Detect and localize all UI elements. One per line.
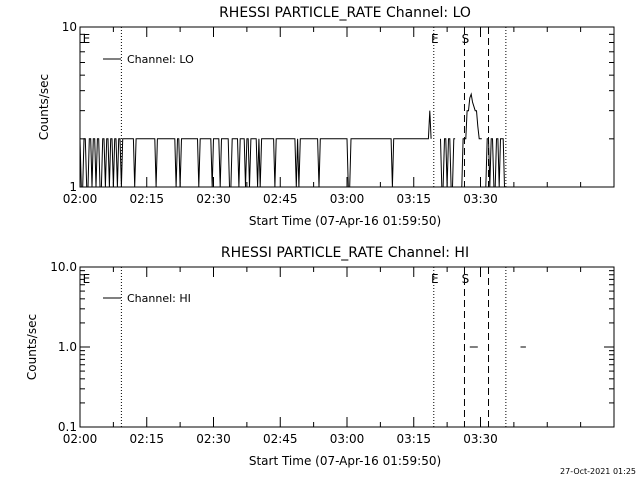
axis-ticks: 02:00 02:15 02:30 02:45 03:00 03:15 03:30 1 10 (62, 20, 615, 206)
chart-panel-hi: RHESSI PARTICLE_RATE Channel: HI Counts/… (25, 245, 615, 468)
y-axis-label: Counts/sec (37, 74, 51, 140)
x-tick-label: 03:30 (463, 192, 498, 206)
x-tick-label: 02:45 (263, 192, 298, 206)
legend: Channel: LO (103, 53, 194, 66)
x-tick-label: 03:15 (396, 192, 431, 206)
x-tick-label: 02:00 (63, 432, 98, 446)
event-marker-label: S (462, 32, 470, 46)
event-marker-label: E (431, 272, 439, 286)
series-line (440, 138, 456, 188)
event-marker-label: E (431, 32, 439, 46)
footer-timestamp: 27-Oct-2021 01:25 (560, 467, 636, 476)
chart-panel-lo: RHESSI PARTICLE_RATE Channel: LO Counts/… (37, 5, 615, 228)
plot-frame (79, 266, 615, 428)
x-tick-label: 03:15 (396, 432, 431, 446)
legend: Channel: HI (103, 292, 191, 305)
event-marker-label: E (83, 272, 91, 286)
x-tick-label: 03:00 (330, 432, 365, 446)
x-tick-label: 03:30 (463, 432, 498, 446)
x-tick-label: 02:30 (196, 432, 231, 446)
y-axis-label: Counts/sec (25, 314, 39, 380)
x-tick-label: 02:30 (196, 192, 231, 206)
x-tick-label: 02:00 (63, 192, 98, 206)
y-tick-label: 10.0 (50, 260, 77, 274)
series-line (485, 138, 505, 188)
series-line (461, 92, 482, 188)
axis-ticks: 02:00 02:15 02:30 02:45 03:00 03:15 03:30 0.1 1.… (50, 260, 615, 446)
x-axis-label: Start Time (07-Apr-16 01:59:50) (249, 214, 441, 228)
plot-frame (79, 26, 615, 188)
x-tick-label: 03:00 (330, 192, 365, 206)
chart-title: RHESSI PARTICLE_RATE Channel: LO (219, 5, 471, 21)
y-tick-label: 10 (62, 20, 77, 34)
event-marker-label: E (83, 32, 91, 46)
y-tick-label: 1.0 (58, 340, 77, 354)
legend-label: Channel: LO (127, 53, 194, 66)
chart-title: RHESSI PARTICLE_RATE Channel: HI (221, 245, 469, 261)
event-marker-label: S (462, 272, 470, 286)
legend-label: Channel: HI (127, 292, 191, 305)
x-axis-label: Start Time (07-Apr-16 01:59:50) (249, 454, 441, 468)
x-tick-label: 02:15 (129, 192, 164, 206)
series-line (79, 110, 432, 188)
x-tick-label: 02:45 (263, 432, 298, 446)
y-tick-label: 1 (69, 180, 77, 194)
y-tick-label: 0.1 (58, 420, 77, 434)
x-tick-label: 02:15 (129, 432, 164, 446)
